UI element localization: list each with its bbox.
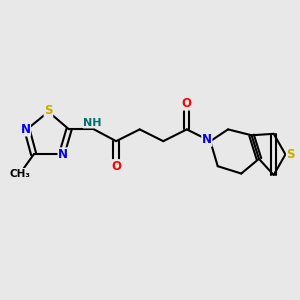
Text: N: N — [20, 123, 31, 136]
Text: N: N — [58, 148, 68, 161]
Text: NH: NH — [83, 118, 102, 128]
Text: S: S — [286, 148, 295, 161]
Text: N: N — [202, 133, 212, 146]
Text: O: O — [111, 160, 121, 173]
Text: S: S — [44, 104, 53, 117]
Text: CH₃: CH₃ — [9, 169, 30, 178]
Text: O: O — [182, 97, 192, 110]
